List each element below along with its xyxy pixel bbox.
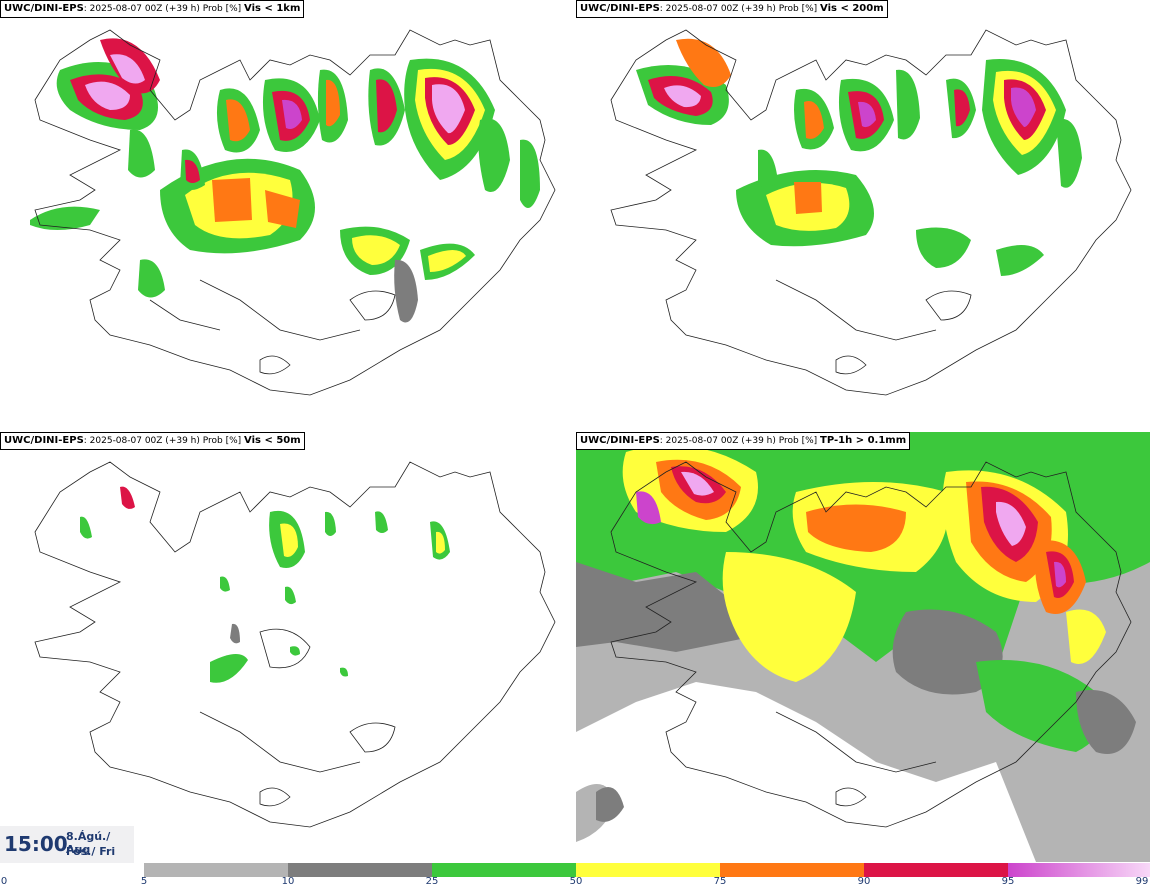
map-canvas: [576, 432, 1150, 862]
fog-probability-blobs: [80, 486, 450, 683]
map-panel-vis-200m: UWC/DINI-EPS: 2025-08-07 00Z (+39 h) Pro…: [576, 0, 1150, 430]
colorbar-segment: [432, 863, 576, 877]
colorbar-tick: 5: [140, 876, 148, 887]
map-panel-vis-50m: UWC/DINI-EPS: 2025-08-07 00Z (+39 h) Pro…: [0, 432, 574, 862]
valid-weekday: Fös./ Fri: [66, 845, 116, 858]
colorbar-tick: 25: [425, 876, 439, 887]
precip-probability-fields: [576, 432, 1150, 862]
map-canvas: [34, 461, 556, 828]
iceland-coastline: [34, 29, 556, 396]
fog-probability-blobs: [636, 38, 1082, 276]
colorbar-segment: [576, 863, 720, 877]
fog-probability-blobs: [30, 38, 540, 323]
colorbar-tick: 95: [1001, 876, 1015, 887]
colorbar-segment: [144, 863, 288, 877]
colorbar-tick: 99: [1135, 876, 1149, 887]
panel-title: UWC/DINI-EPS: 2025-08-07 00Z (+39 h) Pro…: [576, 0, 888, 18]
colorbar-tick: 10: [281, 876, 295, 887]
map-panel-vis-1km: UWC/DINI-EPS: 2025-08-07 00Z (+39 h) Pro…: [0, 0, 574, 430]
valid-time-clock: 15:00: [4, 832, 68, 856]
probability-colorbar: 0 5 10 25 50 75 90 95 99: [0, 863, 1150, 891]
colorbar-tick: 50: [569, 876, 583, 887]
colorbar-tick: 0: [0, 876, 8, 887]
colorbar-segment: [1008, 863, 1150, 877]
colorbar-tick: 90: [857, 876, 871, 887]
valid-time-box: 15:00 8.Ágú./ Aug Fös./ Fri: [0, 826, 134, 863]
iceland-coastline: [610, 461, 1132, 828]
panel-title: UWC/DINI-EPS: 2025-08-07 00Z (+39 h) Pro…: [0, 0, 305, 18]
map-canvas: [610, 29, 1132, 396]
colorbar-tick: 75: [713, 876, 727, 887]
iceland-coastline: [610, 29, 1132, 396]
iceland-coastline: [34, 461, 556, 828]
map-panel-precip: UWC/DINI-EPS: 2025-08-07 00Z (+39 h) Pro…: [576, 432, 1150, 862]
colorbar-segment: [864, 863, 1008, 877]
valid-date: 8.Ágú./ Aug: [66, 830, 111, 856]
colorbar-segment: [720, 863, 864, 877]
panel-title: UWC/DINI-EPS: 2025-08-07 00Z (+39 h) Pro…: [576, 432, 911, 450]
panel-title: UWC/DINI-EPS: 2025-08-07 00Z (+39 h) Pro…: [0, 432, 305, 450]
map-canvas: [30, 29, 556, 396]
colorbar-segment: [288, 863, 432, 877]
